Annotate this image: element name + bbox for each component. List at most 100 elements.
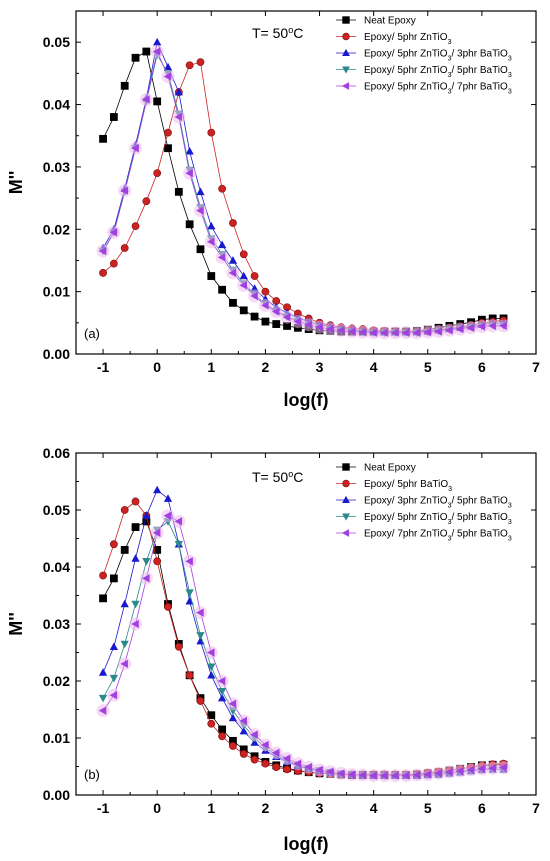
data-point (477, 764, 486, 773)
x-tick-label: 4 (370, 800, 378, 816)
x-tick-label: 3 (316, 800, 324, 816)
data-point (120, 659, 128, 669)
data-point (196, 632, 205, 640)
data-point (282, 754, 291, 763)
x-tick-label: 7 (532, 800, 540, 816)
data-point (488, 321, 496, 331)
x-tick-label: 0 (153, 800, 161, 816)
data-point (282, 313, 291, 322)
data-point (131, 523, 140, 531)
data-point (239, 306, 248, 315)
data-point (109, 228, 118, 237)
data-point (174, 112, 183, 122)
data-point (369, 771, 377, 780)
data-point (261, 301, 269, 310)
data-point (109, 540, 118, 549)
data-point (120, 545, 129, 554)
data-point (239, 271, 248, 280)
data-point (153, 485, 162, 494)
data-point (142, 558, 151, 566)
series-3 (98, 518, 508, 780)
data-point (120, 640, 129, 649)
x-tick-label: 5 (424, 800, 432, 816)
data-point (336, 769, 345, 778)
data-point (228, 713, 238, 722)
legend-marker (342, 16, 350, 24)
data-point (326, 767, 334, 776)
data-point (153, 37, 162, 46)
data-point (153, 557, 162, 566)
y-tick-label: 0.05 (43, 34, 70, 50)
legend-marker (342, 479, 350, 488)
data-point (99, 571, 107, 580)
data-point (466, 323, 475, 332)
data-point (185, 169, 193, 178)
legend-marker (342, 513, 350, 521)
data-point (261, 759, 270, 768)
x-tick-label: 5 (424, 359, 432, 375)
data-point (423, 770, 432, 779)
data-point (163, 511, 172, 520)
data-point (272, 763, 281, 771)
series-line (102, 61, 504, 332)
data-point (261, 287, 270, 296)
y-tick-label: 0.06 (43, 445, 70, 461)
data-point (336, 326, 345, 335)
data-point (99, 269, 107, 277)
data-point (163, 72, 172, 81)
data-point (207, 221, 216, 230)
data-point (358, 328, 367, 337)
panel-label: (b) (84, 767, 100, 782)
data-point (271, 748, 280, 757)
data-point (358, 770, 367, 780)
legend-label: Epoxy/ 5phr ZnTiO3/ 5phr BaTiO3 (364, 65, 512, 79)
data-point (131, 600, 140, 609)
data-point (423, 328, 432, 337)
data-point (217, 676, 226, 686)
series-1 (99, 497, 508, 779)
data-point (98, 668, 108, 676)
data-point (153, 169, 162, 178)
data-point (98, 694, 108, 703)
data-point (120, 186, 128, 195)
temperature-annotation: T= 50oC (252, 469, 303, 485)
data-point (455, 766, 464, 776)
data-point (142, 511, 151, 519)
data-point (326, 324, 334, 334)
data-point (109, 691, 118, 700)
data-point (434, 327, 442, 336)
data-point (401, 771, 410, 780)
data-point (434, 769, 442, 778)
data-point (152, 47, 161, 56)
data-point (217, 240, 227, 249)
data-point (164, 144, 172, 153)
data-point (196, 187, 205, 196)
data-point (390, 771, 399, 780)
x-axis-label: log(f) (284, 834, 329, 854)
legend-marker (341, 82, 350, 90)
data-point (174, 540, 183, 549)
legend: Neat Epoxy Epoxy/ 5phr BaTiO3 Epoxy/ 3phr … (336, 463, 512, 542)
x-tick-label: 7 (532, 359, 540, 375)
data-point (445, 326, 453, 335)
y-tick-label: 0.04 (43, 97, 70, 113)
data-point (239, 726, 248, 735)
data-point (293, 759, 302, 768)
data-point (466, 765, 475, 775)
legend-label: Epoxy/ 3phr ZnTiO3/ 5phr BaTiO3 (364, 496, 512, 510)
data-point (142, 47, 151, 56)
data-point (142, 197, 151, 206)
series-line (102, 500, 504, 775)
data-point (185, 596, 194, 605)
y-tick-label: 0.00 (43, 346, 70, 362)
data-point (217, 688, 227, 696)
legend-marker (342, 66, 350, 74)
data-point (207, 719, 216, 728)
data-point (196, 697, 205, 705)
legend-label: Epoxy/ 5phr ZnTiO3/ 5phr BaTiO3 (364, 512, 512, 526)
data-point (261, 740, 269, 749)
y-tick-label: 0.03 (43, 616, 70, 632)
data-point (153, 545, 162, 554)
data-point (174, 187, 183, 196)
series-line (102, 50, 504, 332)
